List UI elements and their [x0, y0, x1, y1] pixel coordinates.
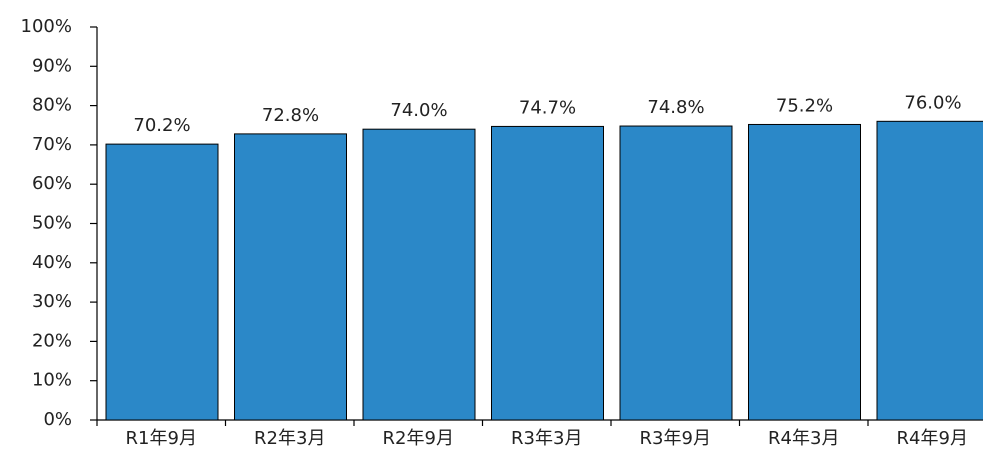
- bar: [876, 120, 983, 421]
- y-tick-label: 20%: [32, 330, 72, 351]
- bar: [619, 125, 733, 421]
- y-tick-label: 10%: [32, 370, 72, 391]
- y-tick-label: 50%: [32, 213, 72, 234]
- x-tick-label: R4年9月: [897, 428, 968, 449]
- bar: [105, 143, 219, 421]
- value-label: 74.7%: [519, 97, 576, 118]
- bar: [234, 133, 347, 421]
- y-tick-label: 70%: [32, 134, 72, 155]
- bar: [362, 128, 476, 421]
- y-tick-label: 30%: [32, 291, 72, 312]
- bar: [491, 125, 604, 421]
- x-tick-label: R2年9月: [383, 428, 454, 449]
- value-label: 76.0%: [904, 92, 961, 113]
- y-tick-label: 40%: [32, 252, 72, 273]
- x-tick-label: R2年3月: [254, 428, 325, 449]
- value-label: 74.8%: [647, 97, 704, 118]
- y-tick-label: 80%: [32, 95, 72, 116]
- bar: [748, 123, 861, 421]
- x-tick-label: R3年3月: [511, 428, 582, 449]
- value-label: 70.2%: [133, 115, 190, 136]
- value-label: 75.2%: [776, 95, 833, 116]
- y-tick-label: 100%: [21, 16, 72, 37]
- y-tick-label: 0%: [43, 409, 72, 430]
- y-tick-label: 90%: [32, 55, 72, 76]
- value-label: 74.0%: [390, 100, 447, 121]
- x-tick-label: R3年9月: [640, 428, 711, 449]
- y-tick-label: 60%: [32, 173, 72, 194]
- value-label: 72.8%: [262, 105, 319, 126]
- x-tick-label: R4年3月: [768, 428, 839, 449]
- x-tick-label: R1年9月: [126, 428, 197, 449]
